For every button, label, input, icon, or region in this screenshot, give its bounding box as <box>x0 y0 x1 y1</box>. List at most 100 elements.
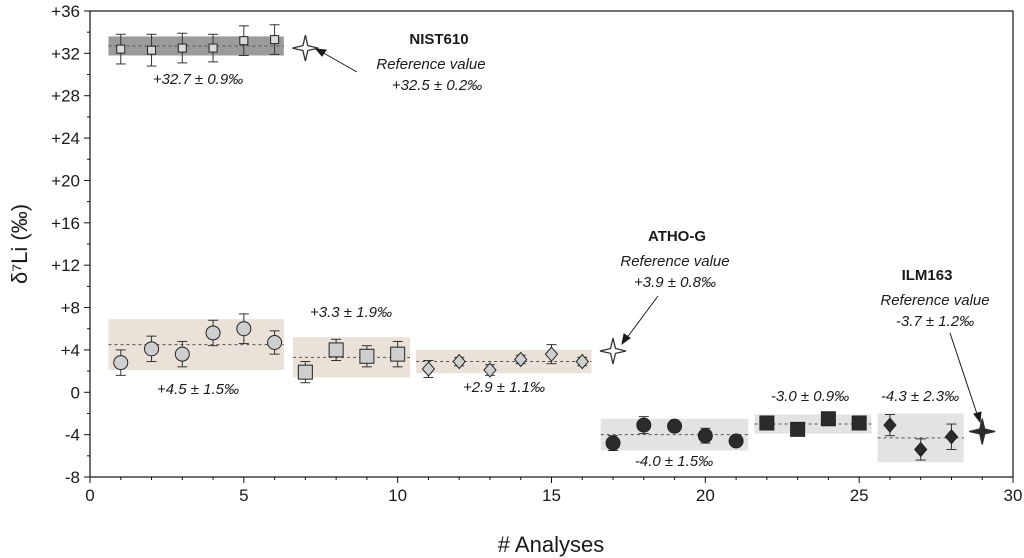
marker-diamond <box>575 353 589 370</box>
marker-circle <box>205 325 221 341</box>
x-tick-label: 25 <box>850 486 869 505</box>
data-point <box>790 421 806 437</box>
nist-ref-value: +32.5 ± 0.2‰ <box>392 77 482 94</box>
data-point <box>174 340 190 368</box>
x-tick-label: 10 <box>388 486 407 505</box>
marker-square <box>790 421 806 437</box>
marker-diamond <box>883 417 897 433</box>
marker-diamond <box>452 353 466 370</box>
marker-circle <box>267 334 283 350</box>
data-point <box>544 344 559 365</box>
y-tick-label: +20 <box>51 171 80 190</box>
atho-ref-value: +3.9 ± 0.8‰ <box>634 274 716 291</box>
x-tick-label: 5 <box>239 486 248 505</box>
data-point <box>944 423 959 450</box>
nist-ref-label: Reference value <box>376 56 485 73</box>
y-tick-label: +8 <box>61 299 80 318</box>
marker-circle <box>697 428 713 444</box>
data-point <box>144 335 160 363</box>
marker-square <box>239 36 249 46</box>
marker-circle <box>667 418 683 434</box>
marker-circle <box>174 346 190 362</box>
reference-points <box>292 34 996 445</box>
data-point <box>177 32 188 64</box>
data-point <box>667 418 683 434</box>
marker-square <box>820 411 836 427</box>
data-point <box>820 411 836 427</box>
marker-square <box>177 43 187 53</box>
x-tick-label: 30 <box>1004 486 1023 505</box>
data-point <box>759 415 775 431</box>
axes: -8 -4 0 +4 +8 +12 +16 +20 +24 +28 +32 +36 0 5 10 15 20 25… <box>51 2 1022 505</box>
data-point <box>914 438 928 461</box>
data-point <box>297 361 313 384</box>
marker-circle <box>113 355 129 371</box>
reference-star-nist610 <box>292 34 319 62</box>
marker-square <box>328 342 344 358</box>
nist-ref-arrow <box>319 50 358 73</box>
ilm-mean-1-label: -4.0 ± 1.5‰ <box>635 453 713 470</box>
nist-arrow-head <box>314 48 327 57</box>
reference-star-athog <box>599 337 627 365</box>
marker-square <box>147 45 157 55</box>
y-tick-label: -8 <box>65 468 80 487</box>
data-point <box>359 345 375 368</box>
y-tick-label: +32 <box>51 44 80 63</box>
y-tick-label: +4 <box>61 341 80 360</box>
ilm-ref-arrow <box>949 332 979 418</box>
atho-ref-arrow <box>625 295 659 340</box>
atho-arrow-head <box>621 333 631 346</box>
x-tick-label: 0 <box>85 486 94 505</box>
data-point <box>267 330 283 355</box>
ilm-mean-2-label: -3.0 ± 0.9‰ <box>771 388 849 405</box>
data-point <box>575 353 589 370</box>
data-point <box>269 24 280 55</box>
marker-square <box>759 415 775 431</box>
data-point <box>883 414 897 437</box>
atho-mean-3-label: +2.9 ± 1.1‰ <box>463 379 545 396</box>
data-point <box>113 349 129 376</box>
x-tick-label: 15 <box>542 486 561 505</box>
data-point <box>514 351 528 368</box>
data-series <box>113 24 959 461</box>
data-point <box>205 319 221 347</box>
data-point <box>483 362 497 378</box>
data-point <box>728 433 744 449</box>
atho-mean-2-label: +3.3 ± 1.9‰ <box>310 304 392 321</box>
data-point <box>636 416 652 435</box>
y-tick-label: +16 <box>51 214 80 233</box>
atho-name-label: ATHO-G <box>648 228 706 245</box>
marker-circle <box>728 433 744 449</box>
marker-diamond <box>421 361 436 377</box>
y-tick-label: +36 <box>51 2 80 21</box>
marker-square <box>851 415 867 431</box>
marker-circle <box>144 341 160 357</box>
reference-star-ilm163 <box>969 418 996 445</box>
x-axis-title: # Analyses <box>498 532 604 557</box>
atho-mean-1-label: +4.5 ± 1.5‰ <box>157 381 239 398</box>
ilm-ref-value: -3.7 ± 1.2‰ <box>896 313 974 330</box>
y-tick-label: 0 <box>71 383 80 402</box>
data-point <box>208 33 219 63</box>
ilm-name-label: ILM163 <box>902 267 953 284</box>
marker-square <box>116 44 126 54</box>
marker-diamond <box>514 351 528 368</box>
ilm-mean-3-label: -4.3 ± 2.3‰ <box>881 388 959 405</box>
atho-ref-label: Reference value <box>620 253 729 270</box>
data-point <box>236 313 252 345</box>
y-axis-title: δ⁷Li (‰) <box>7 204 32 284</box>
y-tick-label: +24 <box>51 129 80 148</box>
marker-circle <box>605 435 621 451</box>
data-point <box>328 338 344 361</box>
data-point <box>605 435 621 452</box>
marker-diamond <box>483 362 497 378</box>
ilm-ref-label: Reference value <box>880 292 989 309</box>
marker-diamond <box>944 428 959 445</box>
mean-band-5 <box>754 414 872 434</box>
marker-square <box>359 348 375 364</box>
data-point <box>452 353 466 370</box>
y-tick-label: -4 <box>65 426 80 445</box>
nist-name-label: NIST610 <box>409 31 468 48</box>
marker-diamond <box>544 346 559 362</box>
